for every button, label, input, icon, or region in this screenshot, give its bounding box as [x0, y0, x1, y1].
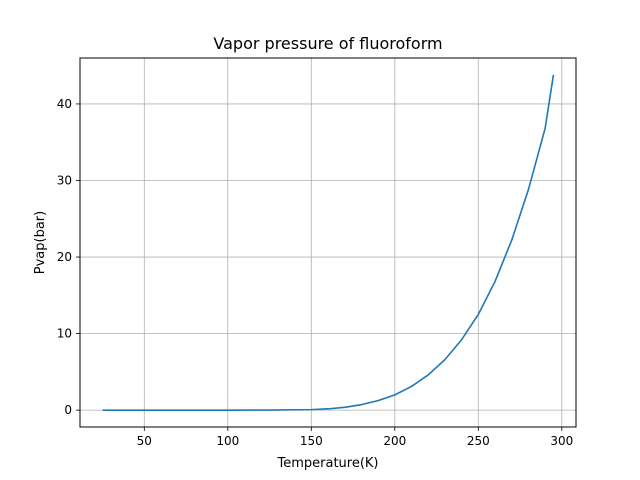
- x-tick-label: 100: [216, 434, 239, 448]
- y-tick-label: 30: [57, 173, 72, 187]
- ticks: 50 100 150 200 250 300 0 10 20 30 40: [57, 97, 574, 448]
- y-tick-label: 40: [57, 97, 72, 111]
- series-layer: [102, 74, 555, 411]
- series-line: [102, 74, 555, 411]
- x-tick-label: 50: [137, 434, 152, 448]
- x-tick-label: 250: [467, 434, 490, 448]
- x-tick-label: 300: [550, 434, 573, 448]
- y-tick-label: 20: [57, 250, 72, 264]
- x-tick-label: 150: [300, 434, 323, 448]
- y-tick-label: 10: [57, 327, 72, 341]
- x-axis-label: Temperature(K): [276, 456, 378, 471]
- chart-title: Vapor pressure of fluoroform: [213, 34, 442, 53]
- x-tick-label: 200: [383, 434, 406, 448]
- axes-frame: [79, 57, 577, 428]
- y-tick-label: 0: [64, 403, 72, 417]
- y-axis-label: Pvap(bar): [33, 211, 48, 274]
